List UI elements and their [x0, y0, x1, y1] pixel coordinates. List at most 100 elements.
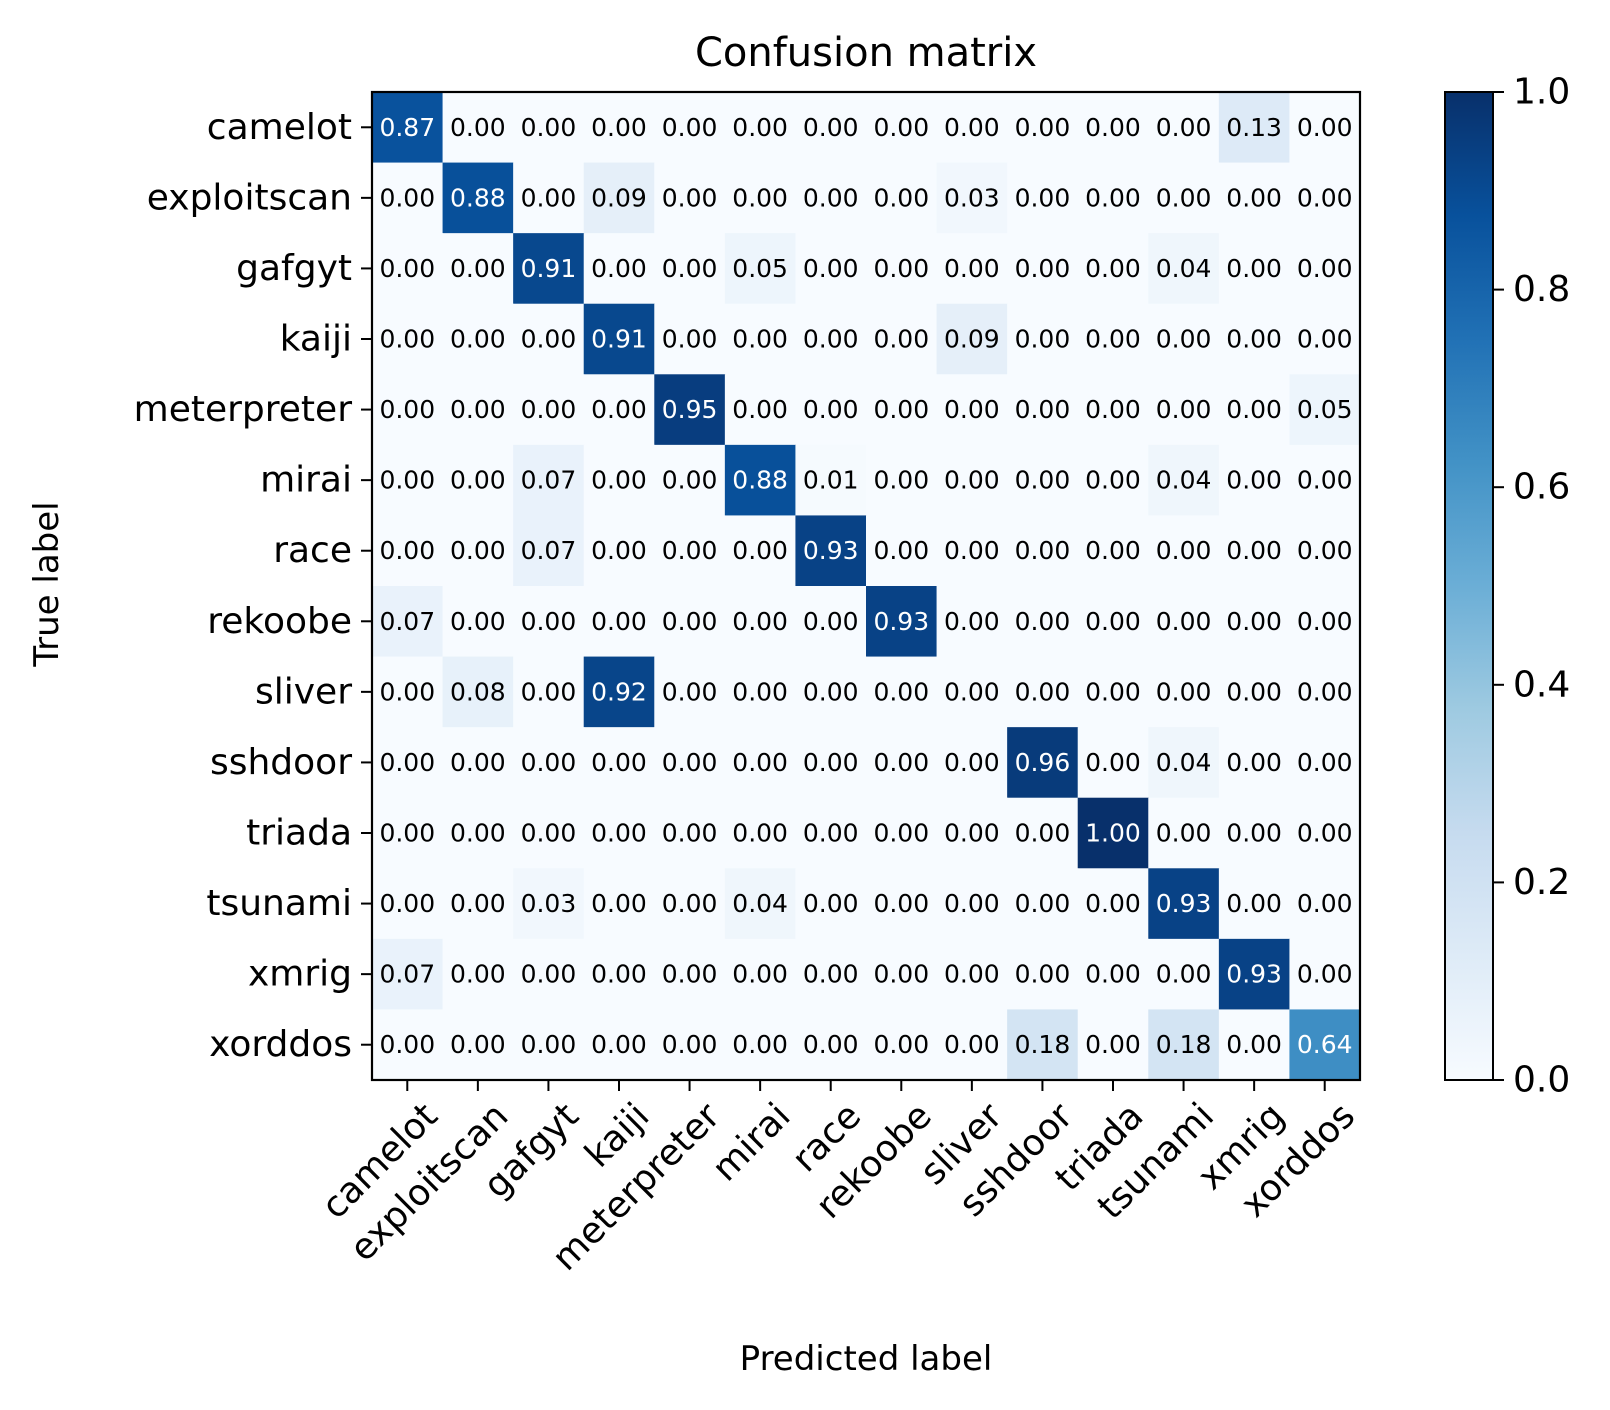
cell-triada-sliver [936, 797, 1008, 869]
cell-value-label: 0.00 [662, 889, 718, 918]
cell-value-label: 0.00 [873, 325, 929, 354]
cell-value-label: 0.00 [521, 113, 577, 142]
cell-value-label: 0.00 [379, 466, 435, 495]
heatmap-cell-labels: 0.87 0.00 0.00 0.00 0.00 0.00 0.00 0.00 0.00 0.00… [379, 113, 1352, 1059]
cell-value-label: 0.00 [450, 960, 506, 989]
cell-value-label: 0.00 [450, 536, 506, 565]
cell-value-label: 0.00 [803, 960, 859, 989]
cell-camelot-rekoobe [866, 92, 938, 164]
cell-value-label: 0.00 [873, 466, 929, 495]
cell-meterpreter-xorddos [1289, 374, 1361, 446]
cell-value-label: 0.00 [873, 1030, 929, 1059]
cell-mirai-exploitscan [442, 444, 514, 517]
colorbar: 0.0 0.2 0.4 0.6 0.8 1.0 [1444, 72, 1570, 1101]
cell-value-label: 0.00 [1297, 183, 1353, 212]
cell-xmrig-race [795, 938, 867, 1011]
cell-xmrig-meterpreter [654, 938, 726, 1011]
cell-meterpreter-race [795, 374, 867, 446]
cell-value-label: 0.00 [803, 889, 859, 918]
cell-rekoobe-tsunami [1148, 586, 1220, 658]
cell-sshdoor-sshdoor [1007, 727, 1079, 799]
cell-value-label: 0.00 [1085, 889, 1141, 918]
cell-sliver-rekoobe [866, 656, 938, 728]
cell-tsunami-kaiji [583, 868, 655, 940]
cell-mirai-race [795, 444, 867, 517]
y-tick-label-sliver: sliver [255, 671, 352, 712]
cell-exploitscan-triada [1077, 162, 1149, 234]
cell-value-label: 0.00 [1015, 113, 1071, 142]
cell-value-label: 0.00 [1297, 607, 1353, 636]
cell-kaiji-camelot [372, 303, 444, 375]
cell-exploitscan-rekoobe [866, 162, 938, 234]
cell-value-label: 0.00 [1015, 819, 1071, 848]
cell-value-label: 0.00 [1015, 254, 1071, 283]
cell-triada-tsunami [1148, 797, 1220, 869]
cell-gafgyt-triada [1077, 233, 1149, 305]
cell-value-label: 0.93 [803, 536, 859, 565]
cell-xmrig-xorddos [1289, 938, 1361, 1011]
cell-value-label: 0.00 [379, 677, 435, 706]
cell-value-label: 0.00 [873, 677, 929, 706]
cell-value-label: 0.00 [873, 889, 929, 918]
y-tick-label-triada: triada [246, 813, 352, 854]
cell-value-label: 0.00 [1015, 607, 1071, 636]
cell-value-label: 0.00 [1156, 819, 1212, 848]
cell-value-label: 0.00 [944, 1030, 1000, 1059]
cell-tsunami-tsunami [1148, 868, 1220, 940]
cell-value-label: 0.00 [521, 819, 577, 848]
cell-value-label: 0.00 [1226, 254, 1282, 283]
cell-kaiji-kaiji [583, 303, 655, 375]
cell-rekoobe-rekoobe [866, 586, 938, 658]
cell-triada-mirai [724, 797, 797, 869]
cell-tsunami-xorddos [1289, 868, 1361, 940]
cell-value-label: 0.00 [1297, 748, 1353, 777]
x-tick-label-mirai: mirai [705, 1095, 799, 1189]
cell-kaiji-sshdoor [1007, 303, 1079, 375]
cell-value-label: 0.00 [662, 748, 718, 777]
cell-value-label: 0.00 [521, 395, 577, 424]
cell-rekoobe-mirai [724, 586, 797, 658]
cell-mirai-gafgyt [513, 444, 585, 517]
cell-value-label: 0.00 [591, 960, 647, 989]
cell-xmrig-kaiji [583, 938, 655, 1011]
cell-value-label: 0.03 [944, 183, 1000, 212]
cell-value-label: 0.03 [521, 889, 577, 918]
cell-sshdoor-race [795, 727, 867, 799]
cell-race-sliver [936, 515, 1008, 587]
cell-value-label: 0.00 [591, 1030, 647, 1059]
cell-value-label: 0.00 [732, 536, 788, 565]
cell-value-label: 0.00 [1297, 960, 1353, 989]
x-axis-ticks: camelotexploitscangafgytkaijimeterpreter… [314, 1080, 1363, 1279]
y-tick-label-meterpreter: meterpreter [134, 389, 353, 430]
cell-triada-kaiji [583, 797, 655, 869]
cell-value-label: 0.00 [944, 254, 1000, 283]
cell-value-label: 0.00 [732, 325, 788, 354]
cell-value-label: 0.00 [379, 536, 435, 565]
cell-value-label: 0.00 [450, 748, 506, 777]
cell-sliver-sliver [936, 656, 1008, 728]
cell-sshdoor-rekoobe [866, 727, 938, 799]
cell-value-label: 0.00 [944, 113, 1000, 142]
cell-value-label: 0.93 [873, 607, 929, 636]
cell-triada-triada [1077, 797, 1149, 869]
cell-value-label: 0.00 [803, 748, 859, 777]
cell-kaiji-meterpreter [654, 303, 726, 375]
cell-value-label: 0.00 [1085, 536, 1141, 565]
cell-xmrig-rekoobe [866, 938, 938, 1011]
cell-sliver-mirai [724, 656, 797, 728]
cell-mirai-sshdoor [1007, 444, 1079, 517]
cell-sshdoor-meterpreter [654, 727, 726, 799]
cell-value-label: 0.00 [521, 677, 577, 706]
cell-sshdoor-exploitscan [442, 727, 514, 799]
cell-rekoobe-kaiji [583, 586, 655, 658]
y-tick-label-exploitscan: exploitscan [147, 177, 352, 218]
cell-value-label: 0.00 [591, 254, 647, 283]
cell-race-xmrig [1218, 515, 1291, 587]
cell-value-label: 0.00 [450, 325, 506, 354]
cell-xorddos-exploitscan [442, 1009, 514, 1081]
cell-value-label: 0.91 [521, 254, 577, 283]
cell-value-label: 0.00 [591, 466, 647, 495]
cell-xorddos-sshdoor [1007, 1009, 1079, 1081]
cell-value-label: 1.00 [1085, 819, 1141, 848]
